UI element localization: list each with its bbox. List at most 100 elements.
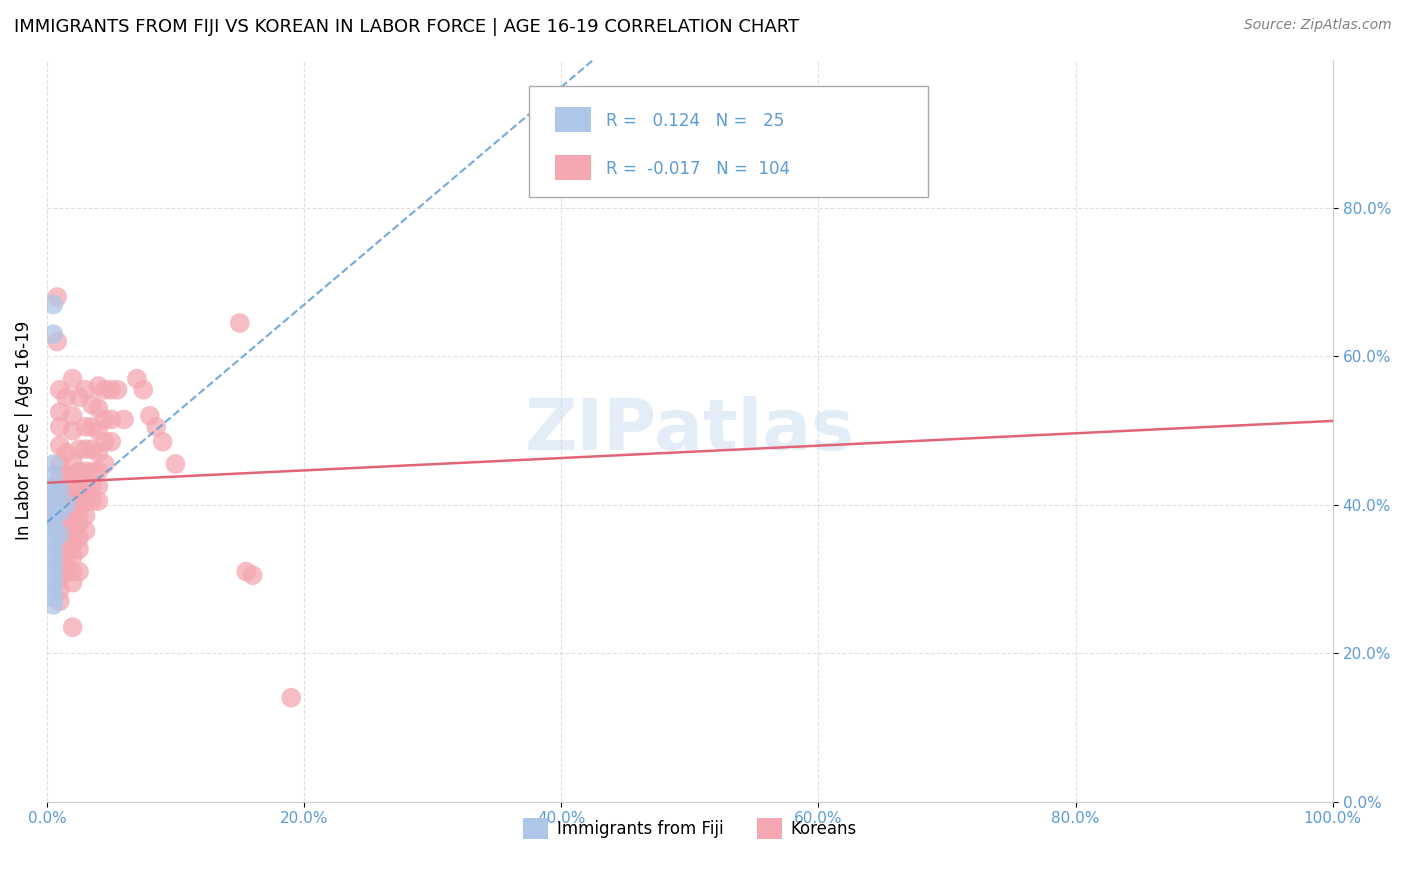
Point	[55, 565, 77, 579]
Point	[67, 442, 90, 457]
Point	[80, 442, 103, 457]
Bar	[555, 155, 591, 180]
Point	[235, 565, 257, 579]
Text: R =   0.124   N =   25: R = 0.124 N = 25	[606, 112, 785, 130]
Point	[100, 412, 122, 426]
Text: Source: ZipAtlas.com: Source: ZipAtlas.com	[1244, 18, 1392, 32]
Point	[75, 442, 97, 457]
Point	[87, 464, 110, 478]
Point	[80, 479, 103, 493]
Text: IMMIGRANTS FROM FIJI VS KOREAN IN LABOR FORCE | AGE 16-19 CORRELATION CHART: IMMIGRANTS FROM FIJI VS KOREAN IN LABOR …	[14, 18, 799, 36]
Point	[62, 453, 84, 467]
Point	[62, 575, 84, 590]
Point	[55, 468, 77, 483]
Point	[42, 546, 65, 560]
Point	[48, 572, 70, 586]
Point	[48, 420, 70, 434]
Point	[94, 457, 117, 471]
Point	[48, 527, 70, 541]
Point	[139, 409, 162, 423]
Point	[165, 457, 187, 471]
Point	[48, 494, 70, 508]
Point	[75, 464, 97, 478]
Point	[62, 516, 84, 531]
Point	[145, 420, 167, 434]
Point	[42, 568, 65, 582]
Point	[80, 494, 103, 508]
Point	[67, 494, 90, 508]
Point	[67, 565, 90, 579]
Point	[42, 516, 65, 531]
Point	[48, 457, 70, 471]
Point	[48, 527, 70, 541]
Point	[62, 505, 84, 519]
Point	[42, 583, 65, 598]
Point	[62, 539, 84, 553]
Point	[152, 434, 174, 449]
Point	[42, 494, 65, 508]
Point	[87, 379, 110, 393]
Point	[42, 508, 65, 523]
Point	[125, 371, 148, 385]
Point	[42, 479, 65, 493]
Point	[55, 494, 77, 508]
Point	[55, 549, 77, 564]
Point	[229, 316, 252, 330]
Point	[62, 549, 84, 564]
Point	[75, 383, 97, 397]
Point	[42, 457, 65, 471]
Point	[87, 446, 110, 460]
Point	[62, 620, 84, 634]
Point	[48, 468, 70, 483]
Point	[48, 516, 70, 531]
Point	[48, 505, 70, 519]
Point	[48, 438, 70, 452]
Point	[62, 498, 84, 512]
Point	[62, 565, 84, 579]
Point	[46, 290, 69, 304]
Point	[62, 479, 84, 493]
Point	[42, 553, 65, 567]
Point	[280, 690, 302, 705]
Point	[55, 390, 77, 404]
Point	[80, 464, 103, 478]
Point	[42, 327, 65, 342]
Point	[55, 446, 77, 460]
Point	[67, 542, 90, 557]
Point	[48, 549, 70, 564]
Point	[42, 561, 65, 575]
Point	[48, 583, 70, 598]
Point	[55, 534, 77, 549]
Point	[62, 424, 84, 438]
Point	[67, 483, 90, 497]
Point	[112, 412, 135, 426]
Point	[62, 491, 84, 505]
Point	[87, 494, 110, 508]
Point	[55, 524, 77, 538]
Point	[42, 297, 65, 311]
Point	[100, 383, 122, 397]
Point	[55, 513, 77, 527]
Point	[42, 501, 65, 516]
Point	[42, 486, 65, 500]
Point	[48, 483, 70, 497]
Point	[87, 479, 110, 493]
Point	[67, 505, 90, 519]
Point	[42, 468, 65, 483]
Point	[46, 334, 69, 349]
Point	[42, 516, 65, 531]
Point	[94, 434, 117, 449]
Point	[80, 398, 103, 412]
Point	[62, 409, 84, 423]
Point	[67, 516, 90, 531]
Point	[48, 505, 70, 519]
Point	[42, 598, 65, 612]
Point	[42, 486, 65, 500]
Point	[100, 434, 122, 449]
Point	[75, 494, 97, 508]
Point	[75, 508, 97, 523]
Point	[48, 405, 70, 419]
Point	[67, 390, 90, 404]
Point	[94, 383, 117, 397]
Y-axis label: In Labor Force | Age 16-19: In Labor Force | Age 16-19	[15, 321, 32, 541]
